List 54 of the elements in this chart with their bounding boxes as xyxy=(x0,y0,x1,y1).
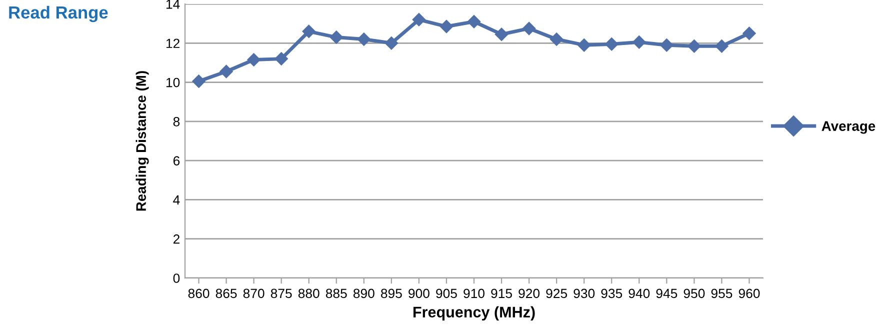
x-tick-label: 890 xyxy=(353,288,374,298)
point xyxy=(550,32,564,46)
point xyxy=(384,36,398,50)
x-axis-title: Frequency (MHz) xyxy=(413,306,535,321)
point xyxy=(330,30,343,44)
point xyxy=(742,26,756,40)
chart-title: Read Range xyxy=(9,6,108,22)
y-tick-label: 4 xyxy=(173,195,180,204)
y-tick-label: 6 xyxy=(173,156,180,166)
y-tick-label: 10 xyxy=(166,78,180,88)
x-tick-label: 880 xyxy=(298,288,320,298)
y-tick-label: 8 xyxy=(173,116,180,126)
x-tick-label: 920 xyxy=(518,288,540,298)
x-tick-label: 945 xyxy=(656,288,678,298)
x-tick-label: 900 xyxy=(408,288,430,298)
point xyxy=(632,36,646,49)
x-tick-label: 860 xyxy=(188,288,210,298)
point xyxy=(467,15,481,28)
y-axis-title: Reading Distance (M) xyxy=(136,71,149,211)
point xyxy=(494,28,508,41)
x-tick-label: 865 xyxy=(216,288,237,298)
point xyxy=(688,39,701,53)
x-tick-label: 960 xyxy=(738,288,760,298)
y-tick-label: 12 xyxy=(166,38,180,48)
point xyxy=(660,38,674,52)
point xyxy=(715,39,728,53)
x-tick-label: 925 xyxy=(546,288,568,298)
point xyxy=(274,52,288,66)
x-tick-label: 875 xyxy=(270,288,292,298)
point xyxy=(440,20,454,34)
x-tick-label: 885 xyxy=(326,288,347,298)
point xyxy=(578,38,591,52)
x-tick-label: 940 xyxy=(628,288,650,298)
point xyxy=(302,24,316,38)
x-tick-label: 910 xyxy=(464,288,484,298)
y-tick-label: 14 xyxy=(166,0,180,9)
point xyxy=(192,74,206,88)
point xyxy=(522,22,536,36)
x-tick-label: 955 xyxy=(711,288,732,298)
point xyxy=(247,53,260,66)
y-tick-label: 2 xyxy=(173,234,180,244)
x-tick-label: 950 xyxy=(684,288,705,298)
x-tick-label: 915 xyxy=(491,288,512,298)
x-tick-label: 895 xyxy=(380,288,402,298)
x-tick-label: 935 xyxy=(601,288,622,298)
point xyxy=(357,32,370,46)
point xyxy=(220,64,233,78)
point xyxy=(412,13,426,26)
x-tick-label: 930 xyxy=(574,288,595,298)
y-tick-label: 0 xyxy=(173,274,180,283)
x-tick-label: 905 xyxy=(436,288,457,298)
legend-label: Average xyxy=(822,121,876,134)
x-tick-label: 870 xyxy=(243,288,264,298)
point xyxy=(605,38,618,51)
